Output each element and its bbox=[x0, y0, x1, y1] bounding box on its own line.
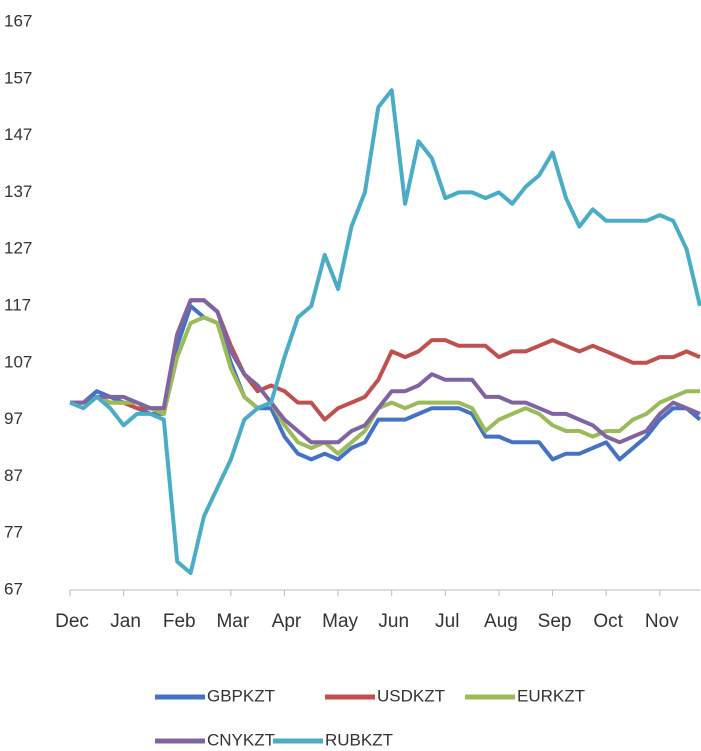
y-tick-label: 97 bbox=[4, 409, 23, 428]
x-tick-label: Nov bbox=[645, 611, 679, 632]
x-tick-label: Mar bbox=[216, 611, 249, 632]
y-tick-label: 67 bbox=[4, 579, 23, 598]
y-tick-label: 137 bbox=[4, 182, 32, 201]
series-line bbox=[69, 88, 701, 575]
legend-label: CNYKZT bbox=[207, 730, 275, 749]
legend-label: EURKZT bbox=[517, 686, 585, 705]
legend-label: USDKZT bbox=[377, 686, 445, 705]
y-tick-label: 117 bbox=[4, 295, 31, 314]
y-tick-label: 167 bbox=[4, 11, 32, 30]
legend-label: GBPKZT bbox=[207, 686, 275, 705]
x-tick-label: Jun bbox=[378, 611, 409, 632]
x-tick-label: Jul bbox=[435, 611, 459, 632]
x-tick-label: Sep bbox=[538, 611, 572, 632]
x-tick-label: Aug bbox=[484, 611, 518, 632]
y-tick-label: 157 bbox=[4, 68, 32, 87]
y-tick-label: 147 bbox=[4, 125, 32, 144]
x-tick-label: Feb bbox=[163, 611, 196, 632]
y-tick-label: 127 bbox=[4, 239, 32, 258]
series-line bbox=[70, 298, 701, 445]
x-tick-label: Oct bbox=[593, 611, 623, 632]
series-line bbox=[70, 315, 700, 456]
y-tick-label: 77 bbox=[4, 523, 23, 542]
y-tick-label: 87 bbox=[4, 466, 23, 485]
x-tick-label: Apr bbox=[272, 611, 302, 632]
y-tick-label: 107 bbox=[4, 352, 32, 371]
legend-label: RUBKZT bbox=[325, 730, 393, 749]
x-tick-label: Jan bbox=[110, 611, 141, 632]
x-tick-label: May bbox=[322, 611, 358, 632]
x-tick-label: Dec bbox=[55, 611, 89, 632]
